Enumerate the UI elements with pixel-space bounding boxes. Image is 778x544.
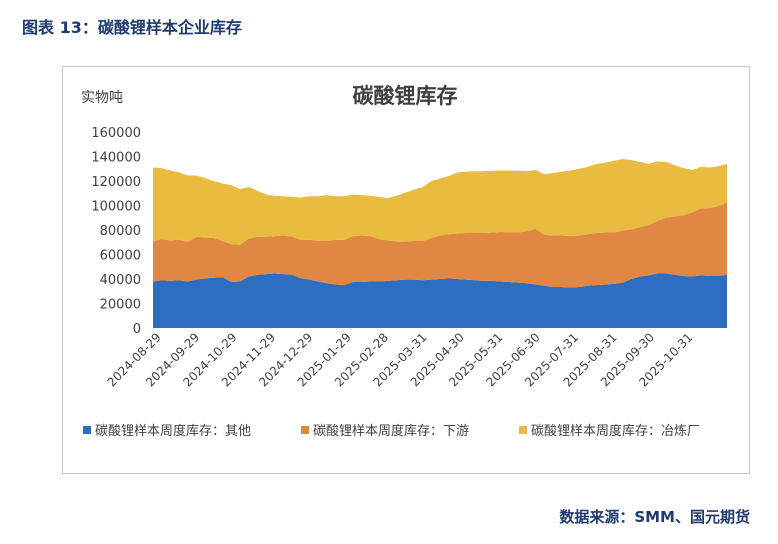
legend-label: 碳酸锂样本周度库存：下游 [313,423,469,439]
y-tick-label: 0 [133,322,141,337]
legend-label: 碳酸锂样本周度库存：其他 [95,423,251,439]
y-tick-label: 20000 [100,298,141,313]
figure-title: 图表 13：碳酸锂样本企业库存 [22,18,242,37]
y-tick-label: 80000 [100,224,141,239]
chart-title: 碳酸锂库存 [353,84,458,108]
legend-swatch [519,426,527,434]
y-tick-label: 120000 [91,175,141,190]
y-axis-ticks: 0 20000 40000 60000 80000 100000 120000 140000 1… [91,126,141,337]
y-axis-unit-label: 实物吨 [81,90,123,106]
stacked-area-chart: 碳酸锂库存 实物吨 0 20000 40000 60000 80000 100000 120… [81,84,727,439]
data-source-note: 数据来源：SMM、国元期货 [559,508,750,526]
y-tick-label: 160000 [91,126,141,141]
area-series-1 [153,273,727,328]
area-series-2 [153,202,727,288]
legend-label: 碳酸锂样本周度库存：冶炼厂 [531,423,700,439]
y-tick-label: 100000 [91,200,141,215]
y-tick-label: 140000 [91,151,141,166]
y-tick-label: 40000 [100,273,141,288]
legend-swatch [301,426,309,434]
legend: 碳酸锂样本周度库存：其他 碳酸锂样本周度库存：下游 碳酸锂样本周度库存：冶炼厂 [83,423,700,439]
legend-swatch [83,426,91,434]
chart-frame: 碳酸锂库存 实物吨 0 20000 40000 60000 80000 100000 120… [62,66,750,474]
area-series-3 [153,158,727,245]
y-tick-label: 60000 [100,249,141,264]
area-series-group [153,158,727,328]
x-axis-ticks: 2024-08-292024-09-292024-10-292024-11-29… [105,330,696,389]
